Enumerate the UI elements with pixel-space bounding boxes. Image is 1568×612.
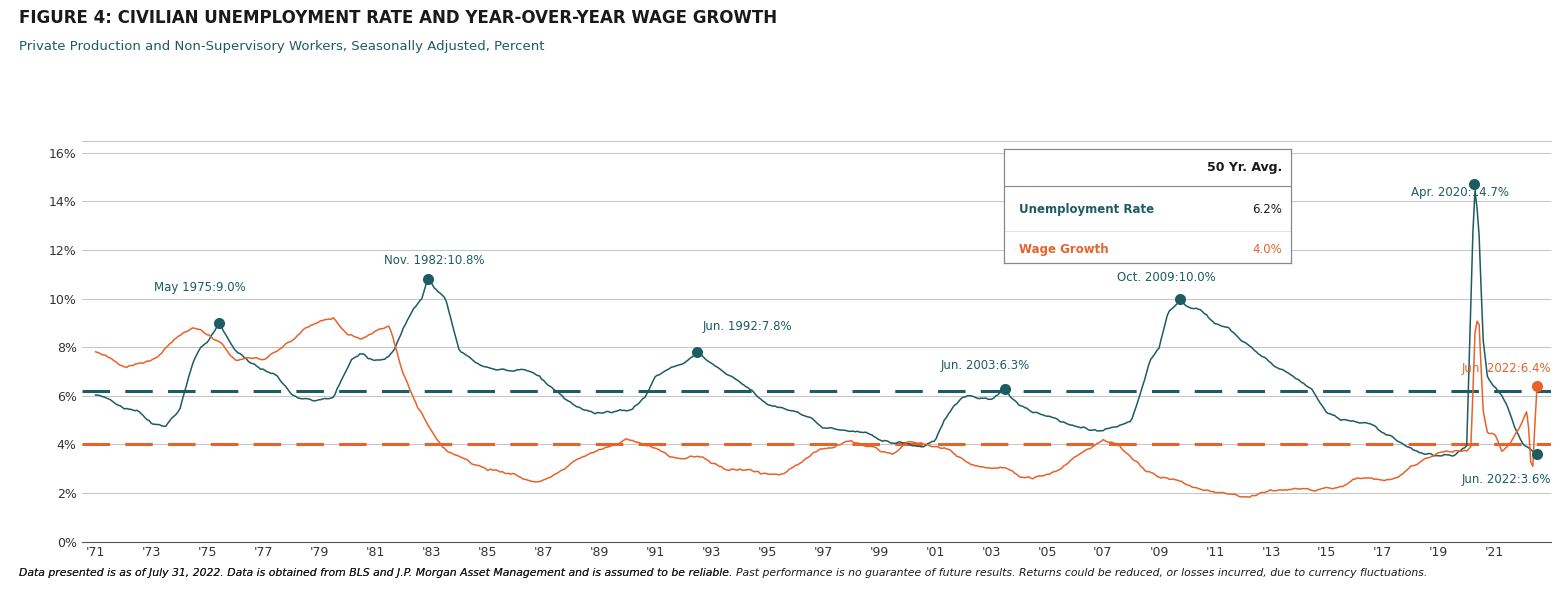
Text: Jun. 2022:3.6%: Jun. 2022:3.6% xyxy=(1461,472,1551,486)
Text: Oct. 2009:10.0%: Oct. 2009:10.0% xyxy=(1116,271,1215,284)
Text: Jun. 2003:6.3%: Jun. 2003:6.3% xyxy=(941,359,1030,371)
Text: Data presented is as of July 31, 2022. Data is obtained from BLS and J.P. Morgan: Data presented is as of July 31, 2022. D… xyxy=(19,568,1427,578)
Text: Jun. 2022:6.4%: Jun. 2022:6.4% xyxy=(1461,362,1551,375)
Text: Apr. 2020:14.7%: Apr. 2020:14.7% xyxy=(1411,186,1508,199)
Text: May 1975:9.0%: May 1975:9.0% xyxy=(154,281,246,294)
Text: Data presented is as of July 31, 2022. Data is obtained from BLS and J.P. Morgan: Data presented is as of July 31, 2022. D… xyxy=(19,568,1427,578)
Text: Jun. 1992:7.8%: Jun. 1992:7.8% xyxy=(702,319,792,333)
Text: FIGURE 4: CIVILIAN UNEMPLOYMENT RATE AND YEAR-OVER-YEAR WAGE GROWTH: FIGURE 4: CIVILIAN UNEMPLOYMENT RATE AND… xyxy=(19,9,776,27)
Text: Data presented is as of July 31, 2022. Data is obtained from BLS and J.P. Morgan: Data presented is as of July 31, 2022. D… xyxy=(19,568,735,578)
Text: Private Production and Non-Supervisory Workers, Seasonally Adjusted, Percent: Private Production and Non-Supervisory W… xyxy=(19,40,544,53)
Text: Nov. 1982:10.8%: Nov. 1982:10.8% xyxy=(384,254,485,267)
